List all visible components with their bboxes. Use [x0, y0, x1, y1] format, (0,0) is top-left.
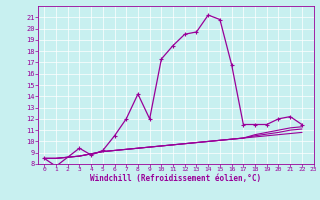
X-axis label: Windchill (Refroidissement éolien,°C): Windchill (Refroidissement éolien,°C) [91, 174, 261, 183]
